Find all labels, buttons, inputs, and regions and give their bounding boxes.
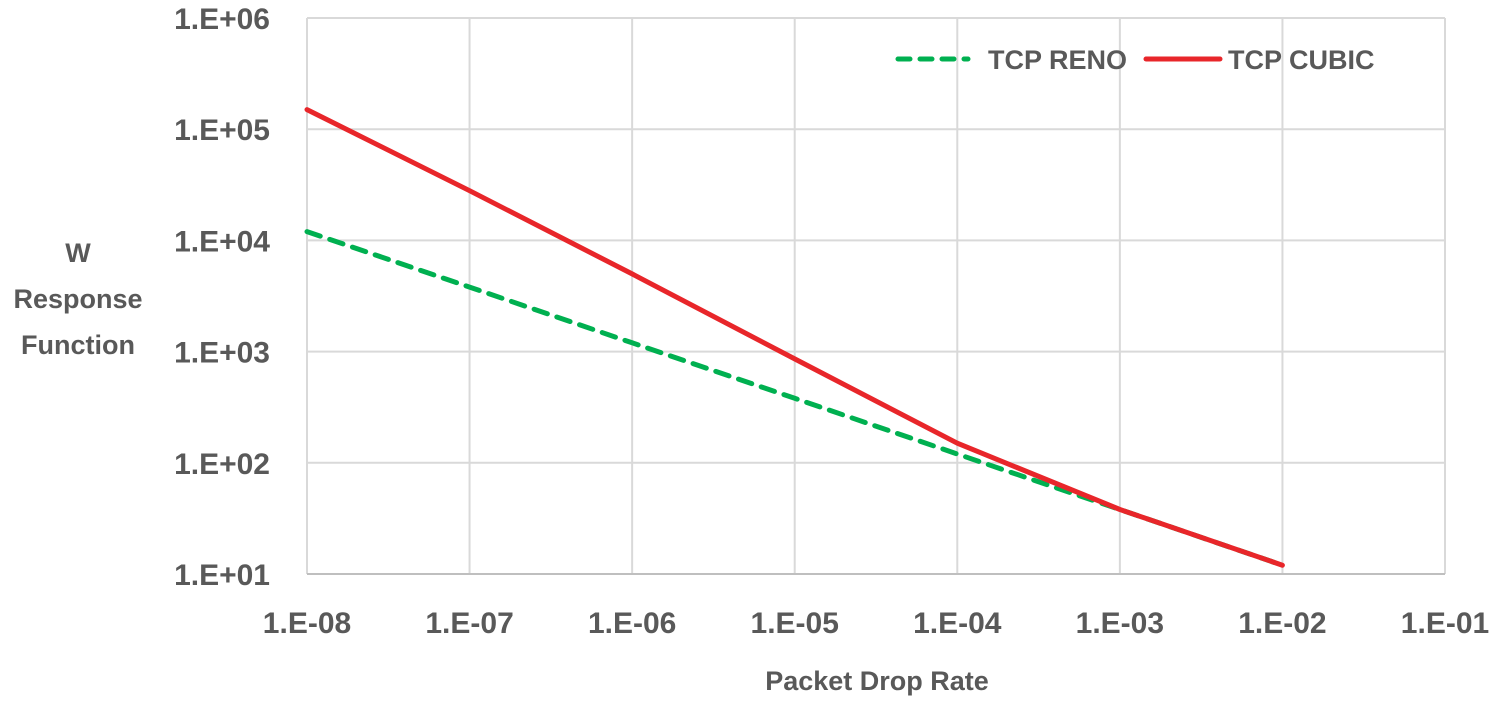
y-axis-title-line: Response — [13, 284, 142, 314]
data-series — [304, 107, 1285, 568]
x-tick-label: 1.E-06 — [588, 607, 676, 640]
x-tick-label: 1.E-01 — [1401, 607, 1489, 640]
x-tick-label: 1.E-07 — [425, 607, 513, 640]
x-axis-tick-labels: 1.E-08 1.E-07 1.E-06 1.E-05 1.E-04 1.E-03 1.E-… — [263, 607, 1489, 640]
y-tick-label: 1.E+06 — [174, 3, 270, 36]
legend-cubic-label: TCP CUBIC — [1228, 45, 1375, 75]
x-tick-label: 1.E-02 — [1238, 607, 1326, 640]
legend: TCP RENO TCP CUBIC — [895, 45, 1375, 75]
x-tick-label: 1.E-03 — [1076, 607, 1164, 640]
x-tick-label: 1.E-08 — [263, 607, 351, 640]
y-tick-label: 1.E+05 — [174, 114, 270, 147]
x-tick-label: 1.E-04 — [913, 607, 1002, 640]
tcp-cubic-line — [304, 107, 1285, 568]
y-tick-label: 1.E+03 — [174, 337, 270, 370]
tcp-reno-line — [304, 229, 1285, 568]
y-axis-title: W Response Function — [13, 238, 142, 360]
gridlines — [306, 17, 1446, 575]
legend-reno-label: TCP RENO — [988, 45, 1127, 75]
y-axis-title-line: Function — [21, 330, 135, 360]
y-axis-tick-labels: 1.E+06 1.E+05 1.E+04 1.E+03 1.E+02 1.E+01 — [174, 3, 270, 592]
y-tick-label: 1.E+01 — [174, 559, 270, 592]
x-tick-label: 1.E-05 — [751, 607, 839, 640]
x-axis-title: Packet Drop Rate — [765, 666, 989, 696]
y-tick-label: 1.E+04 — [174, 225, 270, 258]
y-tick-label: 1.E+02 — [174, 448, 270, 481]
y-axis-title-line: W — [65, 238, 91, 268]
